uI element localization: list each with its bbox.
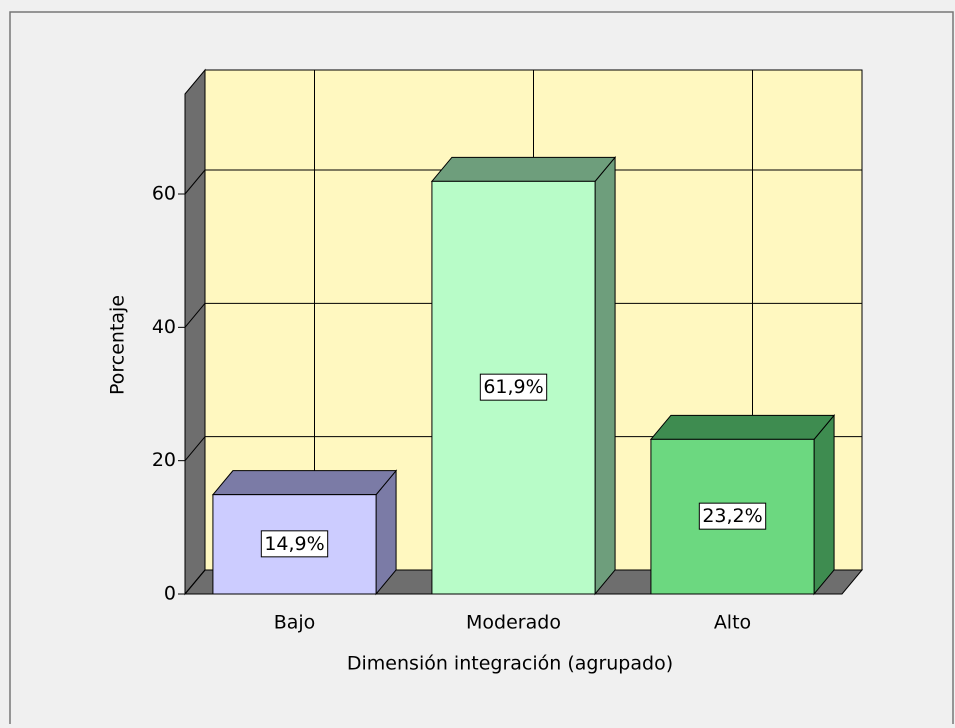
- x-tick-label: Moderado: [466, 612, 561, 634]
- grid-line: [184, 303, 206, 328]
- bar-top: [211, 470, 398, 496]
- x-tick-label: Bajo: [274, 612, 316, 634]
- y-tick-label: 60: [152, 183, 176, 205]
- bar-top: [430, 156, 617, 182]
- grid-line: [184, 569, 206, 595]
- frame: [9, 11, 954, 724]
- left-wall: [184, 68, 206, 596]
- value-label: 61,9%: [483, 376, 543, 398]
- plot: 0 20 40 60 Bajo 14,9% Moderado 61,9% Alto 23,2%: [152, 68, 864, 634]
- value-label-box: [698, 502, 767, 530]
- y-tick-label: 0: [164, 583, 176, 605]
- y-tick-label: 40: [152, 316, 176, 338]
- value-label: 14,9%: [264, 533, 324, 555]
- y-axis-label: Porcentaje: [107, 295, 129, 395]
- y-tick-label: 20: [152, 449, 176, 471]
- x-axis-label: Dimensión integración (agrupado): [347, 653, 673, 675]
- bar-side: [594, 155, 616, 596]
- grid-line: [184, 169, 206, 195]
- bar-side: [813, 413, 835, 596]
- value-label-box: [260, 530, 329, 558]
- x-tick-label: Alto: [714, 612, 751, 634]
- bar-top: [649, 414, 836, 440]
- value-label: 23,2%: [702, 505, 762, 527]
- grid-line: [184, 436, 206, 461]
- value-label-box: [479, 373, 548, 401]
